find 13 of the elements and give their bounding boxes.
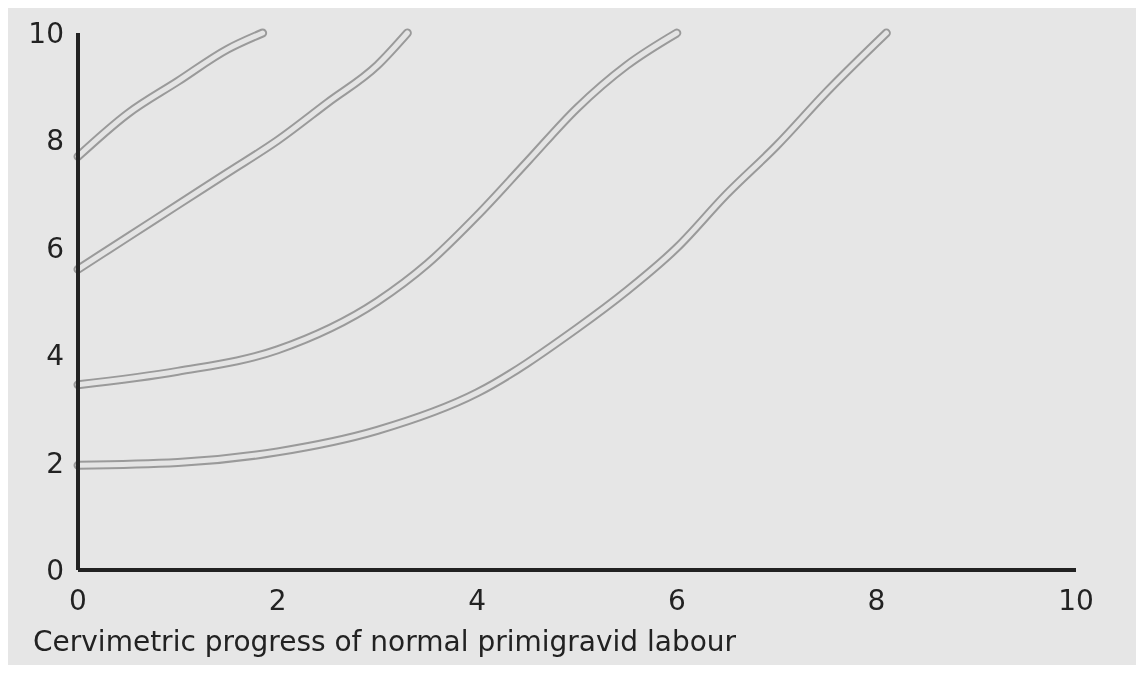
x-tick-label: 2 <box>268 584 287 617</box>
y-tick-label: 0 <box>46 554 64 587</box>
y-tick-label: 4 <box>46 339 64 373</box>
y-tick-label: 2 <box>46 446 64 480</box>
y-tick-label: 10 <box>28 17 64 50</box>
x-tick-label: 6 <box>667 584 686 617</box>
x-tick-label: 4 <box>468 584 487 617</box>
x-tick-label: 8 <box>867 584 886 617</box>
y-tick-label: 8 <box>46 124 64 158</box>
y-tick-label: 6 <box>46 231 64 265</box>
x-axis-title: Cervimetric progress of normal primigravid labour <box>33 625 737 658</box>
x-tick-label: 0 <box>69 584 87 617</box>
x-tick-label: 10 <box>1058 584 1094 617</box>
